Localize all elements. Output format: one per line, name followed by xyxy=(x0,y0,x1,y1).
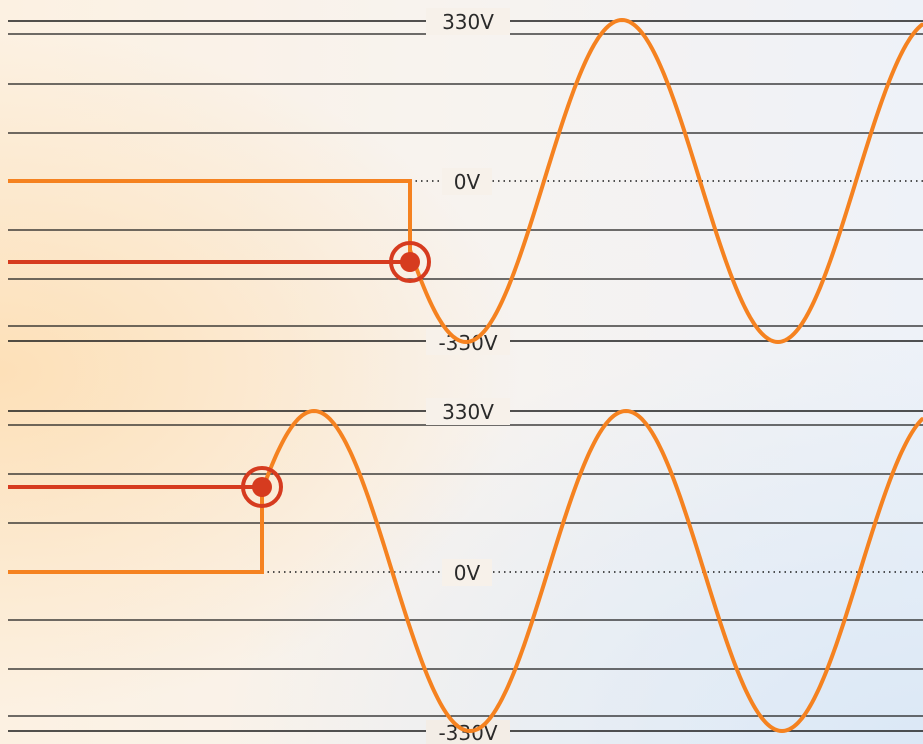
sine-wave xyxy=(408,17,923,345)
zero-voltage-label: 0V xyxy=(454,170,481,194)
sine-wave xyxy=(260,408,923,734)
top-panel: 330V 0V -330V xyxy=(8,8,923,355)
label-bg xyxy=(442,168,492,195)
switch-line xyxy=(8,487,264,574)
switch-line xyxy=(8,179,412,262)
max-voltage-label: 330V xyxy=(442,10,494,34)
label-bg xyxy=(426,8,510,35)
bottom-panel: 330V 0V -330V xyxy=(8,398,923,744)
max-voltage-label: 330V xyxy=(442,400,494,424)
label-bg xyxy=(442,559,492,586)
target-dot-icon xyxy=(241,466,283,508)
target-dot-icon xyxy=(389,241,431,283)
zero-voltage-label: 0V xyxy=(454,561,481,585)
bottom-panel-grid xyxy=(8,424,923,717)
top-panel-grid xyxy=(8,33,923,327)
label-bg xyxy=(426,398,510,425)
